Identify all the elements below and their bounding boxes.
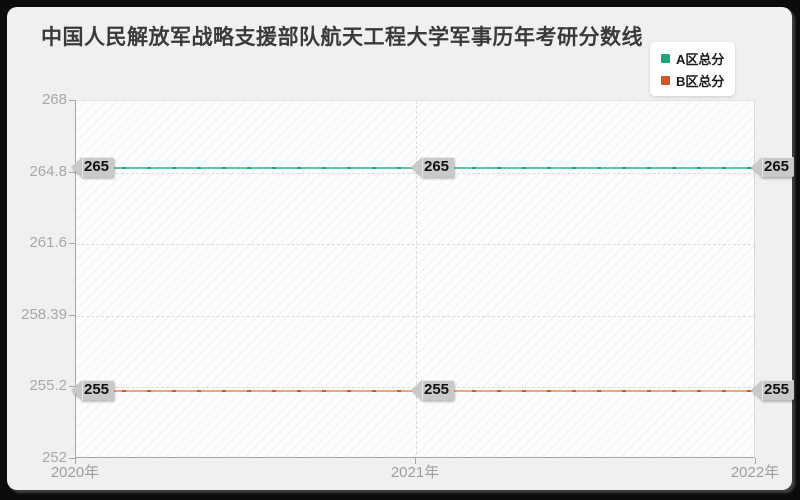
tag-arrow-icon bbox=[411, 157, 422, 177]
data-label-a-2022: 265 bbox=[751, 157, 795, 177]
data-label-b-2020: 255 bbox=[71, 380, 115, 400]
y-tick-label: 258.39 bbox=[21, 306, 67, 323]
y-tick-label: 252 bbox=[41, 449, 67, 466]
data-label-a-2020: 265 bbox=[71, 157, 115, 177]
y-tick-mark bbox=[69, 100, 75, 101]
tag-arrow-icon bbox=[71, 157, 82, 177]
tag-arrow-icon bbox=[71, 380, 82, 400]
series-b-marker-icon bbox=[661, 75, 670, 85]
x-tick-mark bbox=[415, 458, 416, 464]
gridline-x-2021 bbox=[416, 101, 417, 459]
y-tick-mark bbox=[69, 458, 75, 459]
y-tick-label: 268 bbox=[41, 91, 67, 108]
tag-arrow-icon bbox=[751, 157, 762, 177]
chart-title: 中国人民解放军战略支援部队航天工程大学军事历年考研分数线 bbox=[41, 26, 643, 49]
x-tick-mark bbox=[755, 458, 756, 464]
x-tick-mark bbox=[75, 458, 76, 464]
x-tick-label-2020: 2020年 bbox=[50, 464, 100, 481]
y-tick-label: 261.6 bbox=[29, 234, 67, 251]
x-tick-label-2022: 2022年 bbox=[730, 464, 780, 481]
y-tick-label: 255.2 bbox=[29, 377, 67, 394]
chart-card: 中国人民解放军战略支援部队航天工程大学军事历年考研分数线 A区总分 B区总分 2… bbox=[7, 7, 795, 490]
data-label-b-2021: 255 bbox=[411, 380, 455, 400]
x-tick-label-2021: 2021年 bbox=[390, 464, 440, 481]
tag-arrow-icon bbox=[411, 380, 422, 400]
tag-arrow-icon bbox=[751, 380, 762, 400]
data-label-a-2021: 265 bbox=[411, 157, 455, 177]
legend-item-b[interactable]: B区总分 bbox=[661, 70, 724, 90]
plot-area bbox=[75, 100, 756, 459]
series-a-marker-icon bbox=[661, 53, 670, 63]
y-tick-mark bbox=[69, 243, 75, 244]
y-tick-label: 264.8 bbox=[29, 163, 67, 180]
data-label-b-2022: 255 bbox=[751, 380, 795, 400]
legend-label-a: A区总分 bbox=[676, 51, 725, 67]
legend-item-a[interactable]: A区总分 bbox=[661, 48, 724, 68]
legend: A区总分 B区总分 bbox=[650, 42, 736, 96]
legend-label-b: B区总分 bbox=[676, 73, 725, 89]
y-tick-mark bbox=[69, 315, 75, 316]
